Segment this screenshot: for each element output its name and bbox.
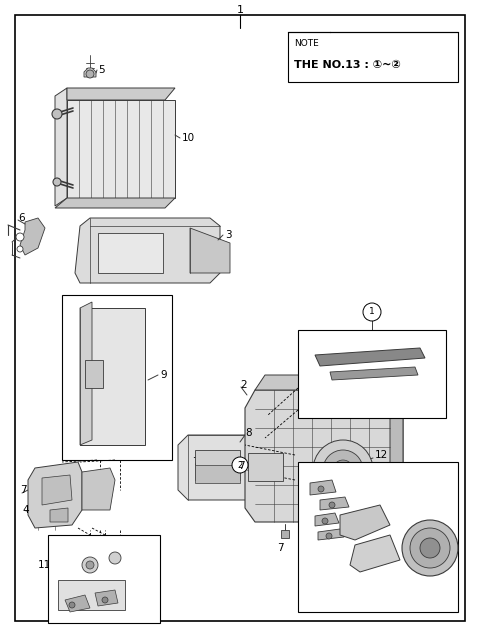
Circle shape <box>52 109 62 119</box>
Text: 6: 6 <box>18 213 24 223</box>
Polygon shape <box>318 529 344 540</box>
Circle shape <box>318 486 324 492</box>
Circle shape <box>16 233 24 241</box>
Polygon shape <box>390 390 403 522</box>
Text: 3: 3 <box>225 230 232 240</box>
Circle shape <box>410 528 450 568</box>
Polygon shape <box>178 435 295 500</box>
Text: NOTE: NOTE <box>294 39 319 48</box>
Polygon shape <box>42 475 72 505</box>
Circle shape <box>322 518 328 524</box>
Polygon shape <box>67 100 175 198</box>
Polygon shape <box>80 308 145 445</box>
Circle shape <box>69 602 75 608</box>
Polygon shape <box>310 480 336 495</box>
Text: THE NO.13 : ①~②: THE NO.13 : ①~② <box>294 60 401 70</box>
Polygon shape <box>55 88 67 206</box>
Polygon shape <box>315 348 425 366</box>
Circle shape <box>102 597 108 603</box>
Bar <box>98 233 163 273</box>
Polygon shape <box>350 535 400 572</box>
Polygon shape <box>330 367 418 380</box>
Text: 9: 9 <box>160 370 167 380</box>
Text: 7: 7 <box>192 457 199 467</box>
Text: 5: 5 <box>98 65 105 75</box>
Circle shape <box>53 178 61 186</box>
Text: 10: 10 <box>182 133 195 143</box>
Bar <box>85 360 103 388</box>
Text: 11: 11 <box>38 560 51 570</box>
Polygon shape <box>190 228 230 273</box>
Bar <box>298 330 446 418</box>
Polygon shape <box>65 595 90 612</box>
Circle shape <box>402 520 458 576</box>
Bar <box>195 450 240 480</box>
Text: 7: 7 <box>238 461 245 471</box>
Polygon shape <box>67 88 175 100</box>
Bar <box>298 462 458 612</box>
Circle shape <box>420 538 440 558</box>
Circle shape <box>82 557 98 573</box>
Polygon shape <box>255 375 400 390</box>
Circle shape <box>326 533 332 539</box>
Circle shape <box>323 450 363 490</box>
Polygon shape <box>50 508 68 522</box>
Circle shape <box>86 70 94 78</box>
Bar <box>48 535 160 623</box>
Bar <box>248 453 283 481</box>
Polygon shape <box>340 505 390 540</box>
Text: 7: 7 <box>276 543 283 553</box>
Circle shape <box>17 246 23 252</box>
Polygon shape <box>306 545 314 553</box>
Bar <box>195 465 240 483</box>
Text: 4: 4 <box>22 505 29 515</box>
Polygon shape <box>95 590 118 606</box>
Circle shape <box>333 460 353 480</box>
Text: 8: 8 <box>245 428 252 438</box>
Polygon shape <box>84 68 96 77</box>
Circle shape <box>86 561 94 569</box>
Text: 2: 2 <box>240 380 247 390</box>
Circle shape <box>329 502 335 508</box>
Bar <box>288 32 458 82</box>
Polygon shape <box>281 530 289 538</box>
Polygon shape <box>82 468 115 510</box>
Polygon shape <box>315 513 339 526</box>
Polygon shape <box>320 497 349 510</box>
Text: 1: 1 <box>369 307 375 317</box>
Bar <box>62 295 172 460</box>
Polygon shape <box>179 462 187 472</box>
Text: 1: 1 <box>237 5 243 15</box>
Circle shape <box>313 440 373 500</box>
Text: 2: 2 <box>238 460 242 469</box>
Circle shape <box>232 457 248 473</box>
Text: 7: 7 <box>320 553 326 563</box>
Polygon shape <box>226 468 234 476</box>
Polygon shape <box>245 390 403 522</box>
Circle shape <box>109 552 121 564</box>
Polygon shape <box>20 218 45 255</box>
Polygon shape <box>28 462 82 528</box>
Polygon shape <box>58 580 125 610</box>
Polygon shape <box>80 302 92 445</box>
Circle shape <box>363 303 381 321</box>
Polygon shape <box>55 198 175 208</box>
Text: 12: 12 <box>375 450 388 460</box>
Text: 7: 7 <box>20 485 26 495</box>
Polygon shape <box>75 218 220 283</box>
